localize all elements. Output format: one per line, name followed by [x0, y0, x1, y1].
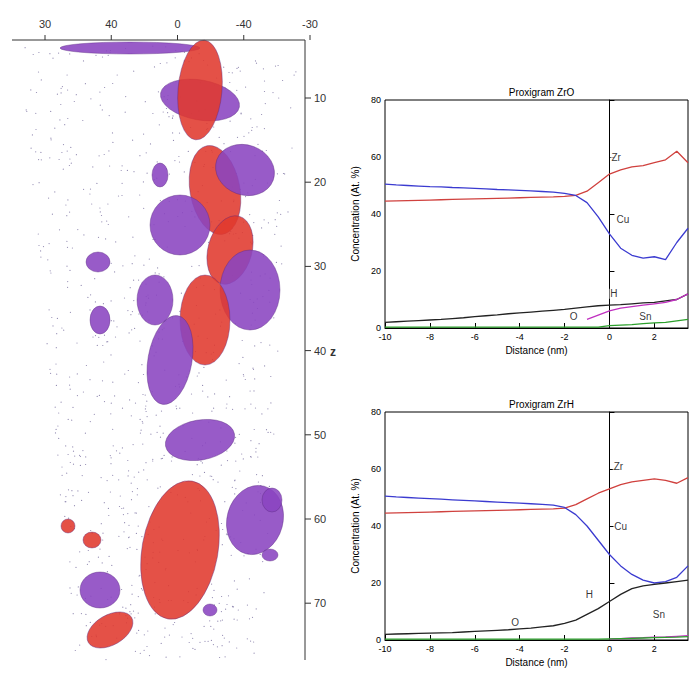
svg-text:30: 30	[314, 260, 326, 272]
svg-text:40: 40	[314, 345, 326, 357]
svg-text:10: 10	[314, 92, 326, 104]
svg-text:0: 0	[376, 635, 381, 645]
svg-text:-8: -8	[426, 332, 434, 342]
svg-text:-10: -10	[378, 332, 391, 342]
svg-text:0: 0	[607, 644, 612, 654]
svg-text:Distance (nm): Distance (nm)	[505, 657, 567, 668]
svg-text:2: 2	[652, 644, 657, 654]
svg-text:40: 40	[371, 209, 381, 219]
svg-text:0: 0	[174, 18, 180, 30]
svg-text:Zr: Zr	[611, 152, 621, 163]
svg-text:Cu: Cu	[614, 521, 627, 532]
svg-text:-6: -6	[471, 644, 479, 654]
svg-text:Sn: Sn	[653, 609, 665, 620]
svg-text:O: O	[570, 311, 578, 322]
svg-text:-2: -2	[561, 644, 569, 654]
svg-text:O: O	[511, 617, 519, 628]
svg-text:20: 20	[371, 578, 381, 588]
svg-text:0: 0	[607, 332, 612, 342]
svg-text:Concentration (At. %): Concentration (At. %)	[350, 478, 361, 574]
svg-text:-6: -6	[471, 332, 479, 342]
svg-text:70: 70	[314, 597, 326, 609]
svg-text:50: 50	[314, 429, 326, 441]
svg-text:-10: -10	[378, 644, 391, 654]
svg-text:Zr: Zr	[614, 461, 624, 472]
svg-text:80: 80	[371, 407, 381, 417]
svg-text:40: 40	[105, 18, 117, 30]
svg-text:H: H	[586, 589, 593, 600]
svg-text:-2: -2	[561, 332, 569, 342]
svg-text:60: 60	[371, 464, 381, 474]
svg-text:-4: -4	[516, 332, 524, 342]
svg-text:60: 60	[371, 152, 381, 162]
svg-text:-40: -40	[236, 18, 252, 30]
svg-text:Proxigram ZrH: Proxigram ZrH	[509, 399, 574, 410]
svg-text:-8: -8	[426, 644, 434, 654]
svg-text:30: 30	[39, 18, 51, 30]
svg-text:H: H	[610, 288, 617, 299]
svg-text:Proxigram ZrO: Proxigram ZrO	[509, 87, 575, 98]
svg-text:Distance (nm): Distance (nm)	[505, 345, 567, 356]
svg-text:20: 20	[371, 266, 381, 276]
svg-text:60: 60	[314, 513, 326, 525]
svg-text:Sn: Sn	[639, 311, 651, 322]
svg-text:-30: -30	[302, 18, 318, 30]
svg-text:2: 2	[652, 332, 657, 342]
svg-text:20: 20	[314, 176, 326, 188]
svg-text:-4: -4	[516, 644, 524, 654]
svg-text:Concentration (At. %): Concentration (At. %)	[350, 166, 361, 262]
svg-text:0: 0	[376, 323, 381, 333]
svg-text:40: 40	[371, 521, 381, 531]
svg-text:Cu: Cu	[617, 214, 630, 225]
svg-text:z: z	[330, 345, 336, 359]
svg-text:80: 80	[371, 95, 381, 105]
